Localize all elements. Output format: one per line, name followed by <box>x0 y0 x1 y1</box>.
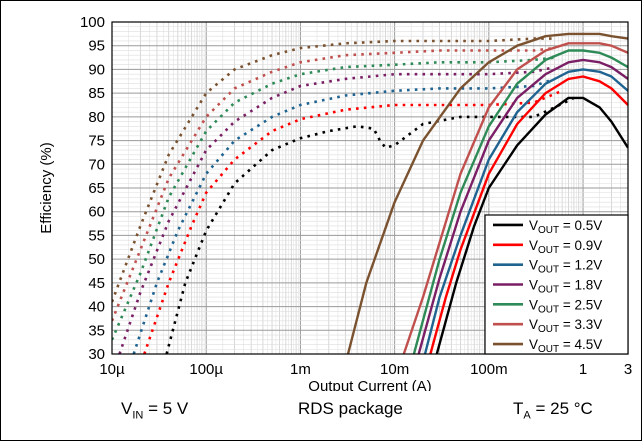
legend-label-main: V <box>529 238 538 253</box>
caption-ta-value: = 25 °C <box>531 399 593 418</box>
legend-label-main: V <box>529 337 538 352</box>
caption-vin-value: = 5 V <box>143 399 188 418</box>
y-tick-label: 35 <box>88 322 105 339</box>
x-tick-label: 1 <box>579 361 587 378</box>
legend-label-sub: OUT <box>538 324 559 335</box>
legend-label-main: V <box>529 258 538 273</box>
legend-label-value: = 4.5V <box>559 337 602 352</box>
y-tick-label: 85 <box>88 85 105 102</box>
caption-ta-sub: A <box>523 409 530 421</box>
x-tick-label: 1m <box>290 361 311 378</box>
x-tick-label: 10µ <box>99 361 125 378</box>
legend-label-sub: OUT <box>538 344 559 355</box>
x-tick-label: 3 <box>624 361 632 378</box>
y-tick-label: 75 <box>88 133 105 150</box>
legend-label-sub: OUT <box>538 245 559 256</box>
legend-label-sub: OUT <box>538 304 559 315</box>
y-tick-label: 40 <box>88 299 105 316</box>
caption-package: RDS package <box>298 399 403 419</box>
x-tick-label: 100m <box>470 361 508 378</box>
caption-ta-main: T <box>513 399 523 418</box>
legend-label-main: V <box>529 278 538 293</box>
legend-label-main: V <box>529 317 538 332</box>
y-tick-label: 80 <box>88 109 105 126</box>
y-tick-label: 50 <box>88 251 105 268</box>
caption-ta: TA = 25 °C <box>513 399 593 421</box>
legend-label-main: V <box>529 218 538 233</box>
y-tick-label: 45 <box>88 275 105 292</box>
y-tick-label: 95 <box>88 38 105 55</box>
x-axis-label: Output Current (A) <box>308 378 431 391</box>
caption-package-text: RDS package <box>298 399 403 418</box>
caption-vin-sub: IN <box>132 409 143 421</box>
y-tick-label: 65 <box>88 180 105 197</box>
legend-label-sub: OUT <box>538 265 559 276</box>
legend-label-main: V <box>529 297 538 312</box>
legend-label-value: = 1.8V <box>559 278 602 293</box>
y-tick-label: 90 <box>88 61 105 78</box>
x-tick-label: 100µ <box>189 361 223 378</box>
legend-label-value: = 1.2V <box>559 258 602 273</box>
y-tick-label: 70 <box>88 156 105 173</box>
caption-vin: VIN = 5 V <box>121 399 188 421</box>
legend-label-value: = 2.5V <box>559 297 602 312</box>
legend-label-sub: OUT <box>538 225 559 236</box>
legend-label-sub: OUT <box>538 285 559 296</box>
caption-vin-main: V <box>121 399 132 418</box>
y-tick-label: 100 <box>80 14 105 31</box>
legend-label-value: = 0.9V <box>559 238 602 253</box>
y-axis-label: Efficiency (%) <box>38 142 55 233</box>
legend-label-value: = 0.5V <box>559 218 602 233</box>
x-tick-label: 10m <box>380 361 409 378</box>
y-tick-label: 60 <box>88 204 105 221</box>
y-tick-label: 55 <box>88 227 105 244</box>
x-tick-labels: 10µ 100µ 1m 10m 100m 1 3 <box>99 361 632 378</box>
legend-label-value: = 3.3V <box>559 317 602 332</box>
